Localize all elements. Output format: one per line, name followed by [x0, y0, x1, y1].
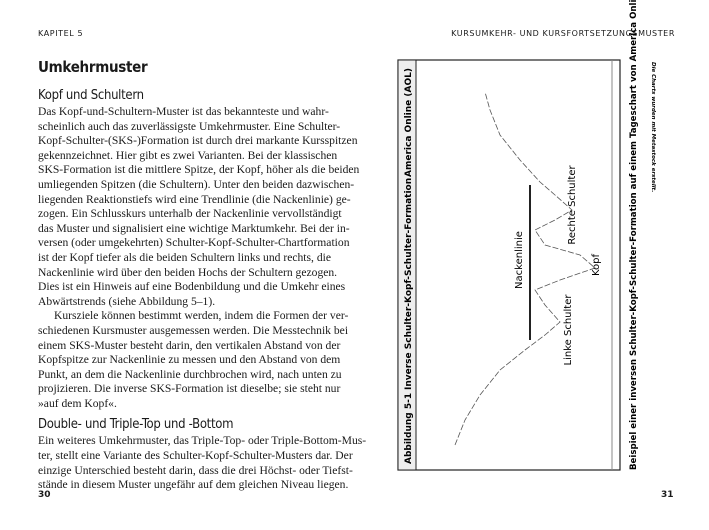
page-number: 30 — [38, 490, 51, 500]
page-number: 31 — [661, 490, 674, 500]
annotation: Rechte Schulter — [567, 165, 578, 245]
text-line: Punkt, an dem die Nackenlinie durchbroch… — [38, 367, 342, 381]
text-line: »auf dem Kopf«. — [38, 396, 117, 410]
text-line: stände in diesem Muster ungefähr auf dem… — [38, 478, 349, 492]
running-header: KAPITEL 5 — [38, 29, 84, 38]
text-line: Das Kopf-und-Schultern-Muster ist das be… — [38, 105, 329, 118]
annotation: Nackenlinie — [514, 231, 525, 289]
text-line: Ein weiteres Umkehrmuster, das Triple-To… — [38, 434, 367, 448]
subsection-title: Kopf und Schultern — [38, 88, 144, 103]
text-line: ist der Kopf tiefer als die beiden Schul… — [38, 250, 331, 264]
figure-frame — [397, 59, 621, 471]
figure-label: Abbildung 5-1 — [404, 393, 414, 464]
annotation: Kopf — [591, 253, 602, 276]
text-line: umliegenden Spitzen (die Schultern). Unt… — [38, 177, 355, 191]
text-line: projizieren. Die inverse SKS-Formation i… — [38, 382, 341, 396]
text-line: liegenden Reaktionstiefs wird eine Trend… — [38, 192, 351, 206]
text-line: einem SKS-Muster besteht darin, den vert… — [38, 338, 341, 352]
text-line: das Muster und signalisiert eine wichtig… — [38, 221, 350, 235]
text-line: Dies ist ein Hinweis auf eine Bodenbildu… — [38, 280, 346, 294]
text-line: versen (oder umgekehrten) Schulter-Kopf-… — [38, 236, 350, 250]
figure-title-bar — [397, 59, 417, 471]
text-line: SKS-Formation ist die mittlere Spitze, d… — [38, 163, 360, 177]
price-course — [454, 91, 596, 446]
text-line: Kopf-Schulter-(SKS-)Formation ist durch … — [38, 134, 358, 148]
text-column: Umkehrmuster Kopf und Schultern Das Kopf-… — [38, 58, 367, 493]
running-header: KURSUMKEHR- UND KURSFORTSETZUNGSMUSTER — [451, 29, 675, 38]
section-title: Umkehrmuster — [38, 58, 148, 76]
figure-note: Die Charts wurden mit Metastock erstellt… — [650, 62, 656, 192]
subsection-title: Double- und Triple-Top und -Bottom — [38, 417, 234, 433]
text-line: Kursziele können bestimmt werden, indem … — [54, 309, 349, 323]
text-line: Abwärtstrends (siehe Abbildung 5–1). — [38, 294, 216, 308]
annotation: Linke Schulter — [563, 294, 574, 366]
text-line: ter, stellt eine Variante des Schulter-K… — [38, 449, 353, 463]
text-line: einzige Unterschied besteht darin, dass … — [38, 463, 353, 477]
text-line: gekennzeichnet. Hier gibt es zwei Varian… — [38, 148, 338, 162]
text-line: zogen. Ein Schlusskurs unterhalb der Nac… — [38, 207, 342, 221]
text-line: Nackenlinie wird über den beiden Hochs d… — [38, 265, 338, 279]
text-line: Kopfspitze zur Nackenlinie zu messen und… — [38, 353, 341, 367]
figure-ticker: America Online (AOL) — [404, 68, 414, 177]
figure-caption: Beispiel einer inversen Schulter-Kopf-Sc… — [629, 0, 639, 470]
text-line: schiedenen Kursmuster ausgemessen werden… — [38, 323, 349, 337]
text-line: scheinlich auch das zuverlässigste Umkeh… — [38, 119, 341, 133]
figure-title: Inverse Schulter-Kopf-Schulter-Formation — [404, 178, 414, 390]
